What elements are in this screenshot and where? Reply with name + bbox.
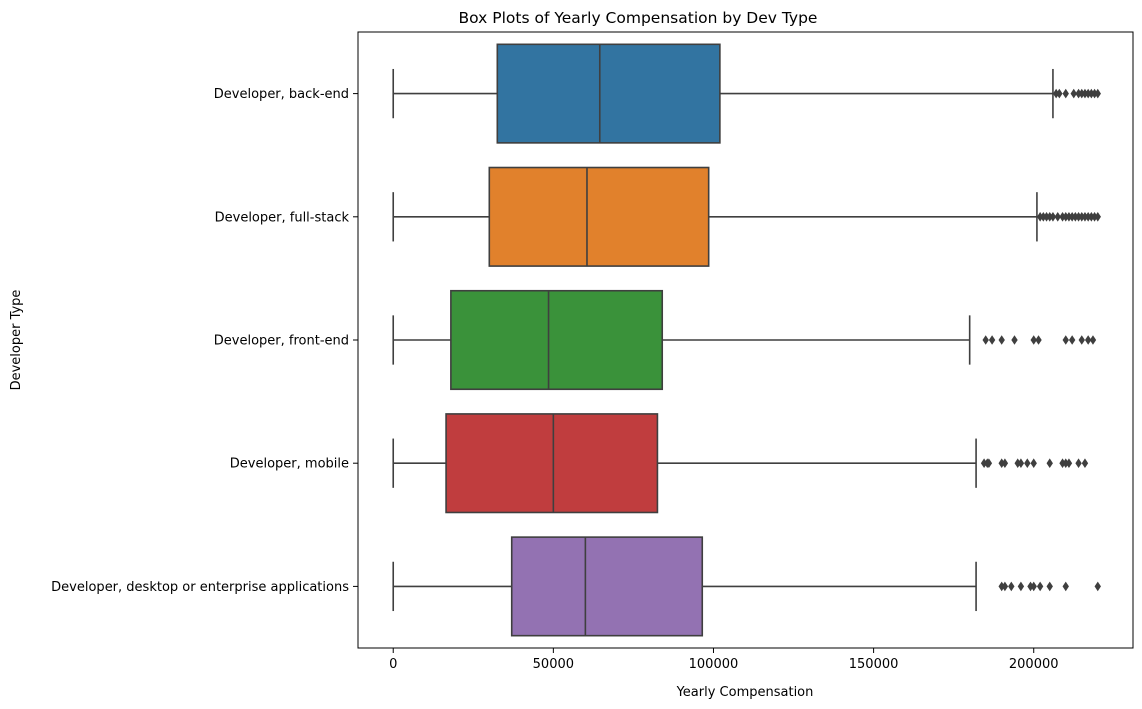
outlier-point	[1081, 212, 1089, 222]
outlier-point	[980, 458, 988, 468]
outlier-point	[1030, 458, 1037, 468]
outlier-point	[1065, 212, 1073, 222]
box-group	[392, 166, 1101, 267]
y-axis: Developer, back-end Developer, full-stack…	[51, 87, 358, 595]
outlier-point	[1088, 212, 1095, 222]
outlier-point	[1078, 88, 1085, 99]
outlier-point	[1035, 335, 1042, 345]
outlier-point	[1078, 212, 1085, 222]
outlier-point	[1088, 88, 1095, 99]
outlier-point	[985, 458, 993, 468]
outlier-point	[1030, 581, 1037, 592]
box-iqr	[488, 166, 710, 267]
outlier-point	[1030, 335, 1037, 345]
outlier-point	[1001, 458, 1009, 468]
x-tick-label: 50000	[533, 657, 574, 672]
outlier-point	[1046, 212, 1053, 222]
outlier-point	[1043, 212, 1050, 222]
plot-area	[392, 43, 1101, 637]
outlier-point	[1084, 212, 1092, 222]
outlier-point	[1068, 335, 1076, 345]
outlier-point	[1068, 212, 1076, 222]
outlier-point	[1089, 335, 1097, 345]
x-axis: 0 50000 100000 150000 200000	[389, 648, 1059, 672]
y-tick-label: Developer, back-end	[214, 87, 349, 102]
outlier-point	[1091, 212, 1098, 222]
outlier-point	[1081, 88, 1089, 99]
outlier-point	[1094, 212, 1101, 222]
box-group	[392, 43, 1101, 144]
outlier-point	[1062, 335, 1069, 345]
outlier-point	[1070, 88, 1077, 99]
x-tick-label: 150000	[849, 657, 899, 672]
outlier-point	[1062, 88, 1069, 99]
x-tick-label: 100000	[689, 657, 739, 672]
y-tick-label: Developer, front-end	[214, 334, 349, 349]
outlier-point	[1091, 88, 1098, 99]
x-tick-label: 0	[389, 657, 397, 672]
outlier-point	[1062, 212, 1069, 222]
outlier-point	[1065, 458, 1073, 468]
outlier-point	[988, 335, 996, 345]
box-iqr	[450, 289, 664, 391]
outlier-point	[1075, 88, 1082, 99]
outlier-point	[1072, 212, 1079, 222]
outlier-point	[1017, 581, 1025, 592]
outlier-point	[998, 458, 1005, 468]
outlier-point	[1075, 212, 1082, 222]
outlier-point	[998, 335, 1005, 345]
y-tick-label: Developer, mobile	[230, 457, 349, 472]
outlier-point	[998, 581, 1005, 592]
box-iqr	[445, 413, 659, 514]
outlier-point	[1075, 458, 1082, 468]
box-group	[392, 289, 1097, 391]
outlier-point	[1049, 212, 1057, 222]
outlier-point	[1062, 581, 1069, 592]
outlier-point	[1078, 335, 1085, 345]
outlier-point	[1027, 581, 1034, 592]
box-group	[392, 413, 1089, 514]
outlier-point	[1036, 212, 1044, 222]
outlier-point	[1001, 581, 1009, 592]
outlier-point	[1024, 458, 1031, 468]
outlier-point	[1059, 212, 1066, 222]
outlier-point	[1094, 581, 1101, 592]
outlier-point	[1084, 335, 1092, 345]
outlier-point	[1084, 88, 1092, 99]
outlier-point	[1062, 458, 1069, 468]
outlier-point	[1008, 581, 1015, 592]
outlier-point	[1036, 581, 1044, 592]
x-tick-label: 200000	[1009, 657, 1059, 672]
box-iqr	[510, 536, 704, 637]
y-tick-label: Developer, desktop or enterprise applica…	[51, 580, 349, 595]
outlier-point	[1011, 335, 1018, 345]
outlier-point	[1094, 88, 1101, 99]
chart-title: Box Plots of Yearly Compensation by Dev …	[459, 9, 818, 27]
outlier-point	[1040, 212, 1047, 222]
outlier-point	[1046, 581, 1053, 592]
outlier-point	[1014, 458, 1021, 468]
outlier-point	[1059, 458, 1066, 468]
box-iqr	[496, 43, 721, 144]
outlier-point	[1052, 88, 1060, 99]
outlier-point	[1017, 458, 1025, 468]
outlier-point	[1056, 88, 1063, 99]
box-group	[392, 536, 1101, 637]
outlier-point	[982, 335, 989, 345]
y-axis-label: Developer Type	[9, 290, 24, 391]
outlier-point	[1081, 458, 1089, 468]
outlier-point	[1046, 458, 1053, 468]
x-axis-label: Yearly Compensation	[676, 685, 814, 700]
y-tick-label: Developer, full-stack	[215, 210, 350, 225]
outlier-point	[1054, 212, 1061, 222]
